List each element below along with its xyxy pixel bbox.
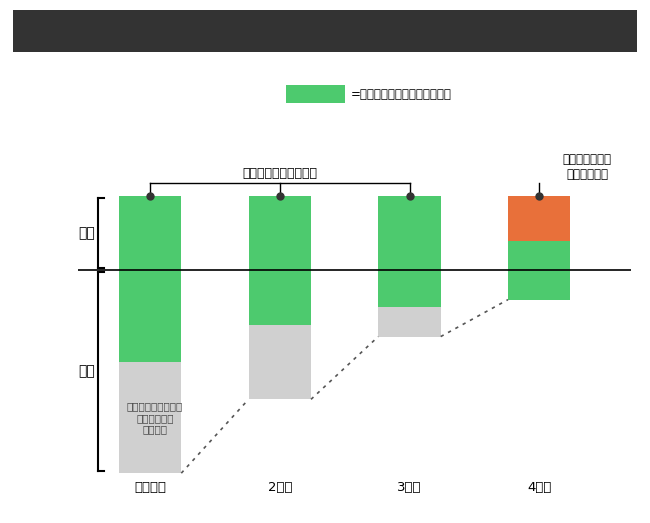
Text: 売った年: 売った年 xyxy=(134,481,166,494)
Text: =所得と損失が相殺される部分: =所得と損失が相殺される部分 xyxy=(351,88,452,100)
Bar xyxy=(248,196,311,270)
FancyBboxPatch shape xyxy=(0,8,650,54)
Bar xyxy=(508,196,571,241)
Bar xyxy=(378,270,441,307)
Text: 差額がこの年の
所得とされる: 差額がこの年の 所得とされる xyxy=(563,153,612,181)
Bar xyxy=(378,196,441,270)
Bar xyxy=(248,270,311,325)
Bar xyxy=(119,362,181,473)
Bar xyxy=(508,270,571,300)
Bar xyxy=(508,241,571,270)
Text: 相殺しきれなかった
損失を翌年に
繰り越し: 相殺しきれなかった 損失を翌年に 繰り越し xyxy=(127,401,183,435)
Text: 損失: 損失 xyxy=(78,365,94,379)
Text: 4年目: 4年目 xyxy=(527,481,551,494)
Text: 所得ゼロと見なされる: 所得ゼロと見なされる xyxy=(242,167,317,180)
Bar xyxy=(378,307,441,337)
Text: 譲渡損失の損益通算・繰越控除の仕組み: 譲渡損失の損益通算・繰越控除の仕組み xyxy=(228,22,422,40)
Bar xyxy=(248,325,311,400)
Bar xyxy=(119,196,181,270)
Text: 所得: 所得 xyxy=(78,226,94,240)
Bar xyxy=(119,270,181,362)
Text: 3年目: 3年目 xyxy=(397,481,422,494)
Text: 2年目: 2年目 xyxy=(268,481,292,494)
